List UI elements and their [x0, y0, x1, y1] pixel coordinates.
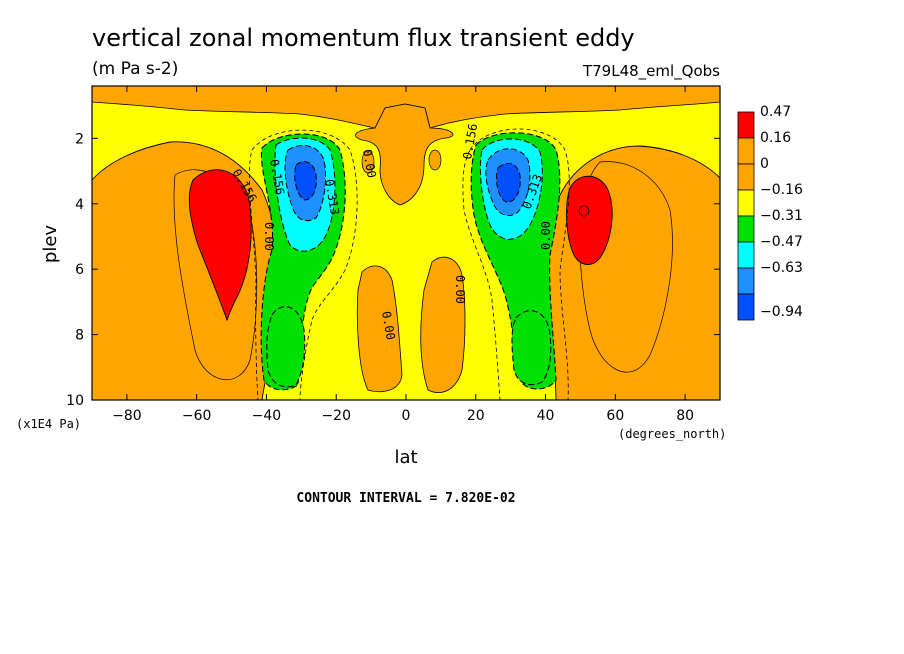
- field-orange-island-right: [428, 149, 442, 171]
- x-units-label: (degrees_north): [618, 427, 726, 441]
- field-green-right-lower-lobe: [511, 310, 552, 386]
- y-tick-label: 6: [75, 262, 84, 278]
- units-label: (m Pa s-2): [92, 59, 178, 79]
- x-tick-label: 80: [676, 408, 694, 424]
- chart-title: vertical zonal momentum flux transient e…: [92, 24, 635, 52]
- x-axis-title: lat: [394, 447, 417, 468]
- x-tick-label: 60: [606, 408, 624, 424]
- y-tick-label: 4: [75, 197, 84, 213]
- legend-level-label: 0.47: [760, 104, 791, 120]
- x-tick-label: −20: [321, 408, 351, 424]
- y-units-label: (x1E4 Pa): [16, 417, 81, 431]
- y-axis-title: plev: [40, 225, 61, 264]
- legend-level-label: −0.16: [760, 182, 803, 198]
- legend-swatch: [737, 163, 755, 191]
- legend-level-label: −0.31: [760, 208, 803, 224]
- contour-label-right-zero: 0.00: [539, 221, 553, 250]
- x-tick-label: 0: [402, 408, 411, 424]
- field-orange-lower-left-tongue: [356, 265, 403, 393]
- legend-swatch: [737, 137, 755, 165]
- legend-level-label: −0.63: [760, 260, 803, 276]
- field-orange-lower-right-tongue: [420, 256, 466, 393]
- contour-label-left-neg2: 0.313: [322, 178, 342, 216]
- legend-swatch: [737, 267, 755, 295]
- contour-label-left-zero: 0.00: [262, 222, 276, 251]
- legend-swatch: [737, 215, 755, 243]
- y-tick-label: 2: [75, 131, 84, 147]
- run-label: T79L48_eml_Qobs: [582, 62, 720, 81]
- contour-interval-caption: CONTOUR INTERVAL = 7.820E-02: [296, 491, 515, 506]
- field-orange-island-left: [361, 150, 375, 174]
- x-tick-label: −80: [112, 408, 142, 424]
- x-tick-label: 40: [537, 408, 555, 424]
- legend-swatch: [737, 293, 755, 321]
- contour-label-center-lower-left: 0.00: [379, 310, 398, 341]
- legend-level-label: −0.47: [760, 234, 803, 250]
- legend-level-label: −0.94: [760, 304, 803, 320]
- legend-swatch: [737, 241, 755, 269]
- color-legend: 0.47 0.16 0 −0.16 −0.31 −0.47 −0.63 −0.94: [737, 104, 803, 321]
- contour-line-left-neg-outer: [248, 129, 358, 400]
- field-red-left-max: [188, 169, 252, 322]
- y-tick-label: 8: [75, 328, 84, 344]
- contour-field: 0.156 0.00 0.156 0.313 0.00 0.00 0.00 0.…: [92, 86, 720, 400]
- y-axis: 2 4 6 8 10: [66, 131, 720, 409]
- x-tick-label: −60: [182, 408, 212, 424]
- x-axis: −80 −60 −40 −20 0 20 40 60 80: [112, 86, 694, 424]
- contour-label-center-upper: 0.00: [360, 148, 379, 179]
- legend-level-label: 0: [760, 156, 769, 172]
- field-red-right-max: [566, 175, 613, 265]
- field-deepblue-right-min: [495, 162, 521, 203]
- legend-level-label: 0.16: [760, 130, 791, 146]
- y-tick-label: 10: [66, 393, 84, 409]
- contour-line-right-neg-outer: [462, 128, 570, 400]
- legend-swatch: [737, 189, 755, 217]
- x-tick-label: −40: [252, 408, 282, 424]
- contour-label-left-neg1: 0.156: [267, 158, 287, 196]
- x-tick-label: 20: [467, 408, 485, 424]
- field-green-left-lower-lobe: [266, 306, 306, 388]
- contour-label-center-lower-right: 0.00: [453, 275, 467, 304]
- field-deepblue-left-min: [294, 161, 317, 201]
- legend-swatch: [737, 111, 755, 139]
- field-orange-left-cell: [92, 141, 280, 400]
- contour-line-right-max-center: [578, 205, 590, 217]
- field-orange-center-column: [355, 103, 454, 206]
- contour-label-right-neg1: 0.156: [460, 123, 480, 161]
